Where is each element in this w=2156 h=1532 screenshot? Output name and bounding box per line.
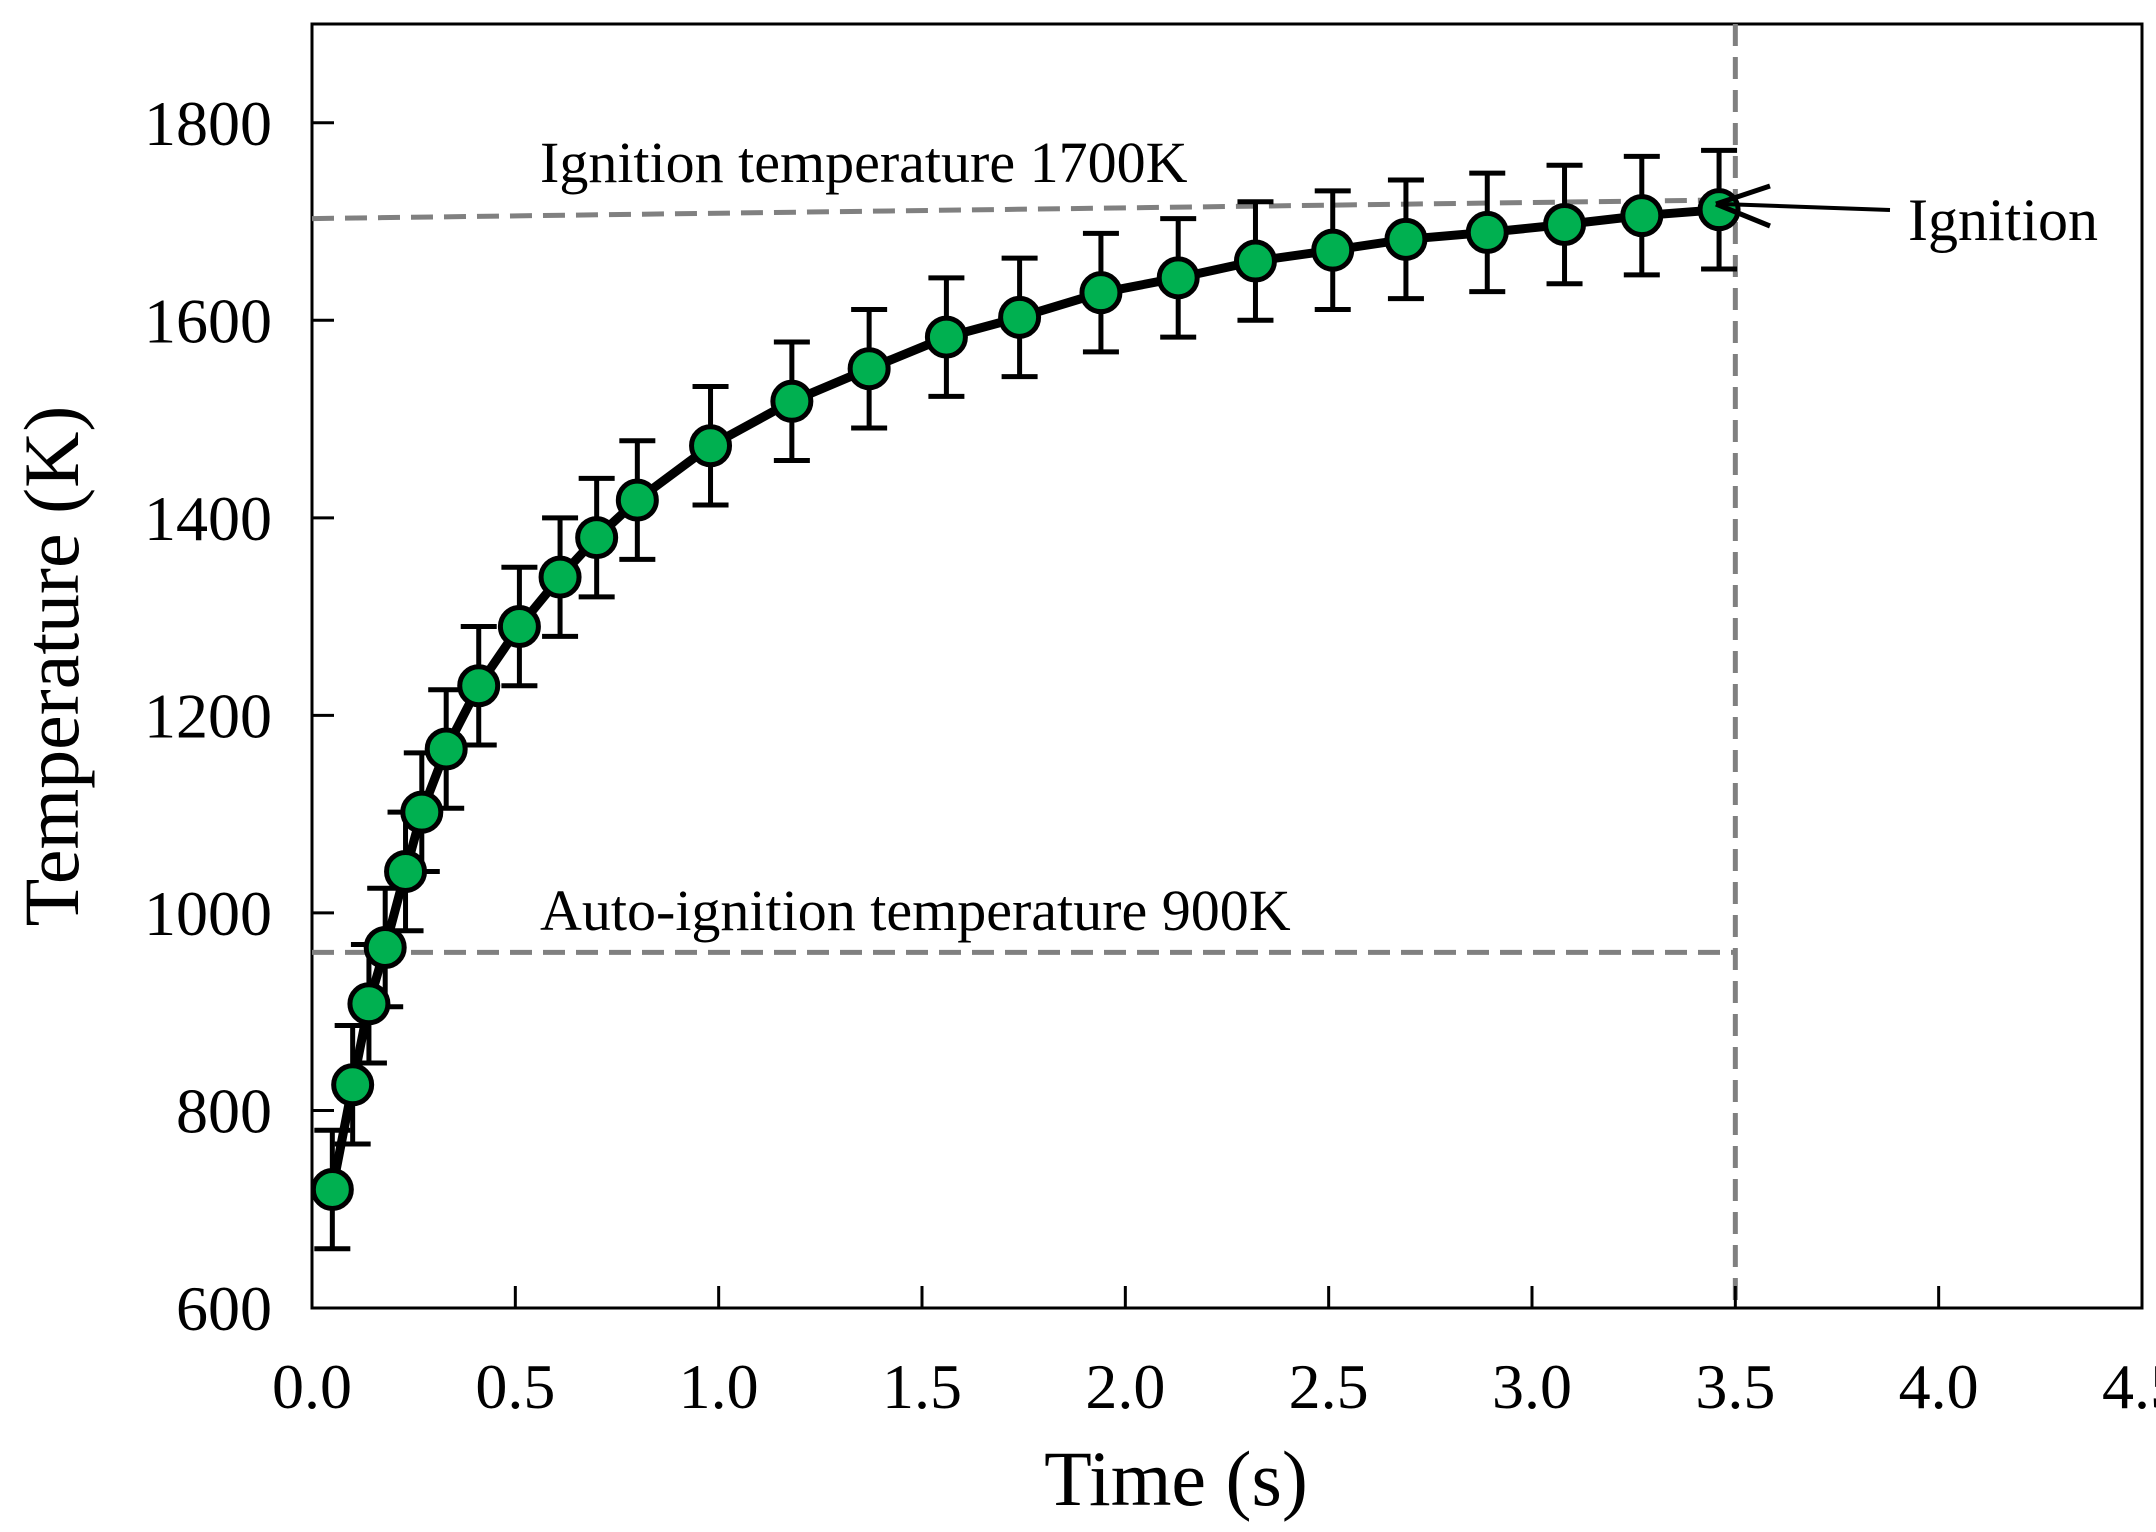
data-point-13 (770, 379, 814, 423)
data-point-15 (924, 315, 968, 359)
data-point-14 (847, 347, 891, 391)
data-point-18 (1156, 256, 1200, 300)
y-tick-label-6: 1800 (144, 88, 272, 159)
y-tick-label-3: 1200 (144, 680, 272, 751)
data-point-21 (1384, 217, 1428, 261)
data-point-11 (615, 478, 659, 522)
data-point-5 (400, 790, 444, 834)
series-temperature (310, 147, 1741, 1252)
annotation-ignition-temperature: Ignition temperature 1700K (540, 130, 1188, 195)
x-tick-label-9: 4.5 (2102, 1351, 2156, 1422)
ignition-label: Ignition (1908, 187, 2098, 253)
x-axis-title: Time (s) (1044, 1435, 1308, 1522)
data-point-10 (575, 516, 619, 560)
y-axis-title: Temperature (K) (8, 406, 95, 927)
data-point-6 (424, 727, 468, 771)
data-point-8 (497, 604, 541, 648)
x-axis: 0.0 0.5 1.0 1.5 2.0 2.5 3.0 3.5 4.0 4.5 (272, 1286, 2156, 1422)
y-tick-label-5: 1600 (144, 285, 272, 356)
annotation-auto-ignition-temperature: Auto-ignition temperature 900K (540, 878, 1291, 943)
data-point-17 (1079, 271, 1123, 315)
x-tick-label-0: 0.0 (272, 1351, 352, 1422)
y-tick-label-4: 1400 (144, 483, 272, 554)
x-tick-label-2: 1.0 (679, 1351, 759, 1422)
reference-lines (311, 24, 1738, 1308)
data-point-16 (998, 295, 1042, 339)
data-point-3 (363, 925, 407, 969)
data-point-19 (1233, 239, 1277, 283)
data-point-1 (331, 1063, 375, 1107)
x-tick-label-3: 1.5 (882, 1351, 962, 1422)
data-point-20 (1311, 228, 1355, 272)
x-tick-label-8: 4.0 (1899, 1351, 1979, 1422)
x-tick-label-7: 3.5 (1695, 1351, 1775, 1422)
data-point-9 (538, 555, 582, 599)
data-point-2 (347, 982, 391, 1026)
y-tick-label-2: 1000 (144, 878, 272, 949)
y-axis: 600 800 1000 1200 1400 1600 1800 (144, 88, 334, 1344)
data-point-4 (384, 849, 428, 893)
x-tick-label-6: 3.0 (1492, 1351, 1572, 1422)
data-point-24 (1620, 194, 1664, 238)
x-tick-label-1: 0.5 (475, 1351, 555, 1422)
x-tick-label-4: 2.0 (1085, 1351, 1165, 1422)
y-tick-label-1: 800 (176, 1075, 272, 1146)
x-tick-label-5: 2.5 (1289, 1351, 1369, 1422)
plot-area (310, 22, 2144, 1310)
data-point-22 (1465, 210, 1509, 254)
ignition-temperature-line (311, 197, 1736, 222)
data-point-7 (457, 664, 501, 708)
data-point-12 (689, 424, 733, 468)
data-point-0 (310, 1167, 354, 1211)
data-point-23 (1543, 203, 1587, 247)
y-tick-label-0: 600 (176, 1273, 272, 1344)
ignition-arrow (1715, 183, 1891, 229)
